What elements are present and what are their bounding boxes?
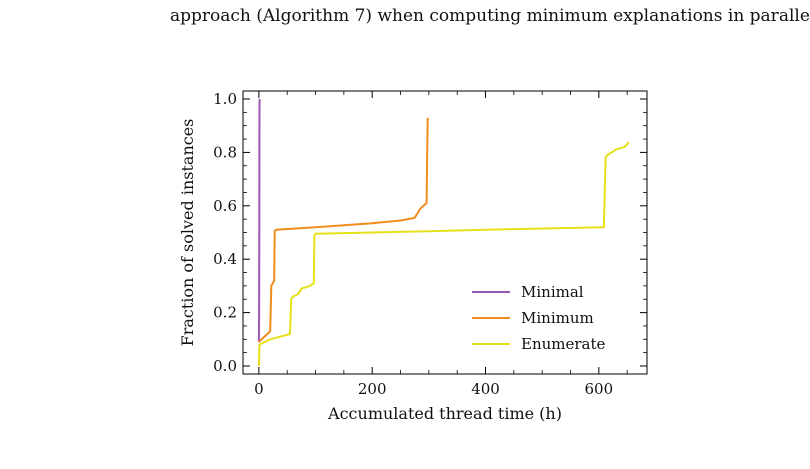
legend-label-enumerate: Enumerate xyxy=(521,335,606,353)
y-tick-label: 0.4 xyxy=(213,250,237,268)
y-tick-label: 0.0 xyxy=(213,357,237,375)
series-lines xyxy=(257,98,630,367)
y-axis-title: Fraction of solved instances xyxy=(178,119,197,347)
axis-ticks xyxy=(243,91,647,374)
x-tick-label: 200 xyxy=(358,380,387,398)
x-axis-title: Accumulated thread time (h) xyxy=(327,404,562,423)
y-tick-label: 0.6 xyxy=(213,197,237,215)
tick-labels: 0 200 400 600 0.0 0.2 0.4 0.6 0.8 1.0 xyxy=(213,90,613,398)
series-line-minimum xyxy=(258,117,429,343)
legend-label-minimum: Minimum xyxy=(521,309,594,327)
x-tick-label: 0 xyxy=(254,380,264,398)
legend-label-minimal: Minimal xyxy=(521,283,584,301)
x-tick-label: 600 xyxy=(585,380,614,398)
legend: Minimal Minimum Enumerate xyxy=(472,283,606,353)
series-line-minimal xyxy=(257,98,261,343)
x-tick-label: 400 xyxy=(471,380,500,398)
plot-frame xyxy=(242,90,648,375)
y-tick-label: 1.0 xyxy=(213,90,237,108)
y-tick-label: 0.8 xyxy=(213,143,237,161)
series-line-enumerate xyxy=(257,141,630,367)
y-tick-label: 0.2 xyxy=(213,304,237,322)
figure-caption-top: approach (Algorithm 7) when computing mi… xyxy=(170,6,810,26)
